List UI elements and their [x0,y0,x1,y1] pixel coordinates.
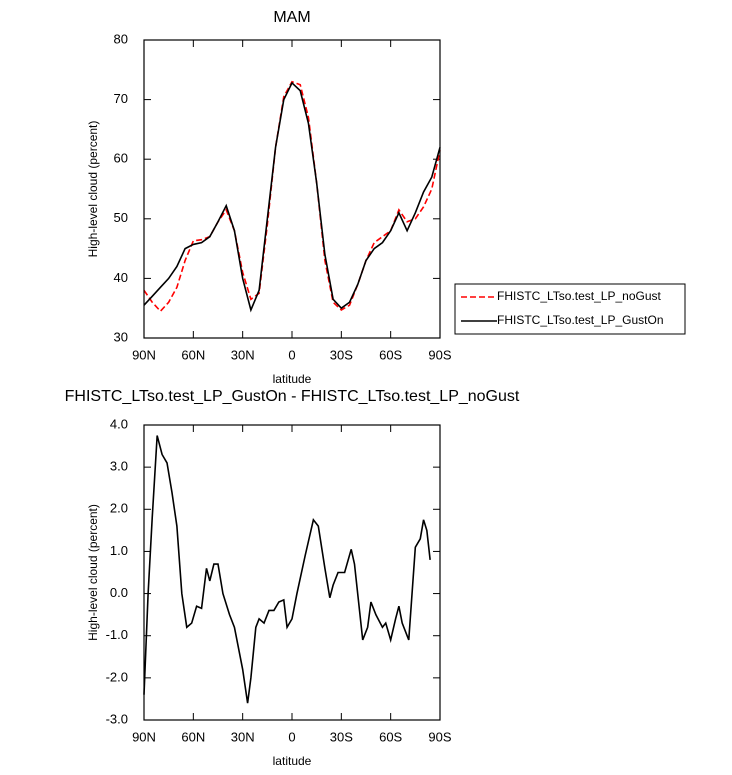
y-tick-label: 2.0 [110,501,128,516]
y-axis-label: High-level cloud (percent) [86,121,100,258]
x-axis-label: latitude [273,754,312,768]
plot-frame [143,39,441,339]
legend-label: FHISTC_LTso.test_LP_noGust [497,289,662,303]
x-tick-label: 90N [132,347,156,362]
y-tick-label: -2.0 [106,669,128,684]
y-tick-label: -1.0 [106,627,128,642]
x-tick-label: 60S [379,729,402,744]
y-tick-label: 30 [114,329,128,344]
x-tick-label: 30S [330,347,353,362]
x-tick-label: 0 [288,347,295,362]
x-axis-label: latitude [273,372,312,386]
y-tick-label: 0.0 [110,585,128,600]
y-tick-label: 40 [114,270,128,285]
data-line [143,81,441,313]
x-tick-label: 60S [379,347,402,362]
x-tick-label: 30S [330,729,353,744]
y-axis-label: High-level cloud (percent) [86,504,100,641]
y-tick-label: 60 [114,151,128,166]
y-tick-label: 1.0 [110,543,128,558]
y-tick-label: 4.0 [110,416,128,431]
data-line [143,435,431,704]
y-tick-label: -3.0 [106,711,128,726]
x-tick-label: 0 [288,729,295,744]
legend-label: FHISTC_LTso.test_LP_GustOn [497,313,664,327]
y-tick-label: 50 [114,210,128,225]
chart-title: FHISTC_LTso.test_LP_GustOn - FHISTC_LTso… [65,388,520,405]
y-tick-label: 80 [114,31,128,46]
x-tick-label: 90S [428,729,451,744]
plot-frame [143,424,441,721]
x-tick-label: 90S [428,347,451,362]
x-tick-label: 90N [132,729,156,744]
x-tick-label: 60N [181,729,205,744]
data-line [143,80,441,313]
x-tick-label: 60N [181,347,205,362]
legend-box [454,283,686,335]
x-tick-label: 30N [231,729,255,744]
y-tick-label: 70 [114,91,128,106]
y-tick-label: 3.0 [110,459,128,474]
chart-title: MAM [273,9,310,26]
x-tick-label: 30N [231,347,255,362]
